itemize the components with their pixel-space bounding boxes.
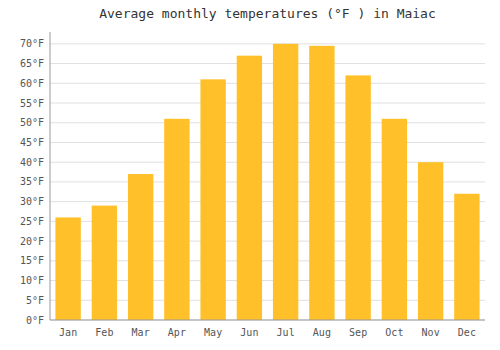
bar <box>237 56 262 320</box>
y-tick-labels: 0°F 5°F 10°F 15°F 20°F 25°F 30°F 35°F 40°F 45°F 50… <box>20 38 44 325</box>
bar <box>200 79 225 320</box>
y-tick-label: 30°F <box>20 196 44 207</box>
y-tick-label: 35°F <box>20 176 44 187</box>
grid-line <box>50 83 485 84</box>
x-tick-label: May <box>204 327 222 338</box>
y-tick-label: 15°F <box>20 255 44 266</box>
y-tick-label: 70°F <box>20 38 44 49</box>
y-tick-label: 40°F <box>20 157 44 168</box>
y-tick-label: 10°F <box>20 275 44 286</box>
grid-line <box>50 122 485 123</box>
grid-line <box>50 103 485 104</box>
y-tick-label: 5°F <box>26 295 44 306</box>
x-axis-line <box>50 320 485 321</box>
y-tick-label: 20°F <box>20 236 44 247</box>
bar <box>382 119 407 320</box>
grid-line <box>50 320 485 321</box>
x-tick-label: Jan <box>59 327 77 338</box>
bars <box>55 44 479 320</box>
title: Average monthly temperatures (°F ) in Ma… <box>99 6 436 21</box>
y-tick-label: 0°F <box>26 315 44 326</box>
x-tick-label: Aug <box>313 327 331 338</box>
chart: Average monthly temperatures (°F ) in Ma… <box>0 0 500 350</box>
bar <box>345 75 370 320</box>
bar <box>55 217 80 320</box>
x-tick-label: Jun <box>240 327 258 338</box>
bar <box>309 46 334 320</box>
y-tick-label: 60°F <box>20 78 44 89</box>
y-tick-label: 65°F <box>20 58 44 69</box>
y-axis-line <box>50 32 51 320</box>
x-tick-label: Sep <box>349 327 367 338</box>
bar <box>128 174 153 320</box>
bar <box>273 44 298 320</box>
y-grid <box>50 44 485 320</box>
x-tick-label: Mar <box>132 327 150 338</box>
bar <box>454 194 479 320</box>
x-tick-labels: Jan Feb Mar Apr May Jun Jul Aug Sep Oct Nov Dec <box>59 327 476 338</box>
bar <box>164 119 189 320</box>
y-tick-label: 25°F <box>20 216 44 227</box>
x-tick-label: Feb <box>95 327 113 338</box>
grid-line <box>50 43 485 44</box>
x-tick-label: Nov <box>422 327 440 338</box>
x-tick-label: Dec <box>458 327 476 338</box>
y-tick-label: 50°F <box>20 117 44 128</box>
y-tick-label: 55°F <box>20 98 44 109</box>
grid-line <box>50 63 485 64</box>
y-tick-label: 45°F <box>20 137 44 148</box>
x-tick-label: Apr <box>168 327 186 338</box>
x-tick-label: Jul <box>277 327 295 338</box>
grid-line <box>50 142 485 143</box>
x-tick-label: Oct <box>385 327 403 338</box>
bar <box>92 206 117 320</box>
chart-container: Average monthly temperatures (°F ) in Ma… <box>0 0 500 350</box>
bar <box>418 162 443 320</box>
